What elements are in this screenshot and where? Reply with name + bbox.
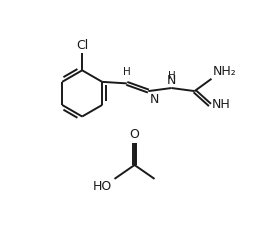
Text: O: O <box>130 128 140 141</box>
Text: H: H <box>168 71 175 81</box>
Text: NH: NH <box>211 99 230 111</box>
Text: NH₂: NH₂ <box>213 65 237 78</box>
Text: HO: HO <box>93 180 112 193</box>
Text: N: N <box>150 93 159 106</box>
Text: H: H <box>123 67 131 77</box>
Text: Cl: Cl <box>76 39 88 52</box>
Text: N: N <box>167 74 176 87</box>
